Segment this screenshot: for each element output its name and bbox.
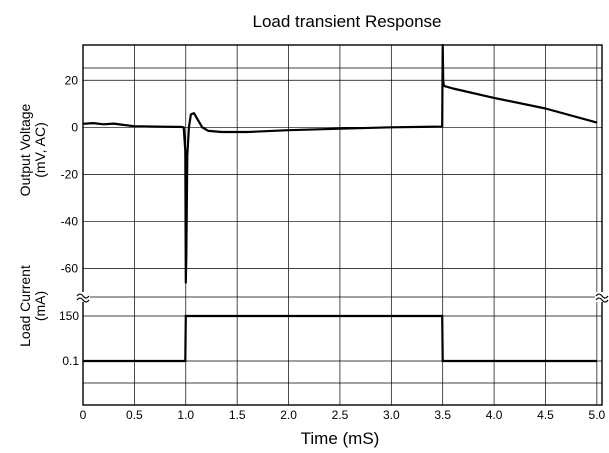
y-tick-label: 150 — [59, 309, 79, 323]
axis-break-mark — [595, 292, 609, 303]
x-tick-label: 4.0 — [486, 408, 503, 422]
x-tick-label: 0.5 — [126, 408, 143, 422]
y-tick-label: -20 — [61, 167, 79, 181]
y-axis-labels: Output Voltage(mV, AC) Load Current(mA) — [17, 103, 48, 346]
axis-break-mask — [76, 292, 90, 302]
current-axis-label-line: Load Current — [17, 265, 33, 347]
current-series-line — [83, 314, 597, 363]
x-tick-label: 5.0 — [589, 408, 606, 422]
axis-break-wave — [76, 293, 90, 299]
x-tick-label: 1.0 — [177, 408, 194, 422]
grid — [82, 45, 602, 405]
voltage-axis-label-line: (mV, AC) — [32, 122, 48, 178]
x-tick-label: 1.5 — [229, 408, 246, 422]
y-tick-label: -60 — [61, 261, 79, 275]
y-tick-label: 20 — [65, 73, 79, 87]
y-tick-label: 0.1 — [62, 354, 79, 368]
x-tick-label: 2.0 — [280, 408, 297, 422]
current-axis-label-line: (mA) — [32, 291, 48, 321]
x-axis-label: Time (mS) — [301, 429, 380, 448]
current-axis-label: Load Current(mA) — [17, 265, 48, 347]
x-tick-label: 3.0 — [383, 408, 400, 422]
voltage-axis-label-line: Output Voltage — [17, 103, 33, 196]
plot-frame — [82, 44, 603, 406]
axis-layer: 0 0.5 1.0 1.5 2.0 2.5 3.0 3.5 4.0 4.5 5.0 20 0 -20 -40… — [59, 44, 609, 422]
x-tick-label: 4.5 — [537, 408, 554, 422]
y-tick-label: -40 — [61, 214, 79, 228]
x-tick-label: 3.5 — [434, 408, 451, 422]
axis-break-wave — [595, 293, 609, 299]
y-tick-label: 0 — [71, 120, 78, 134]
x-tick-label: 2.5 — [332, 408, 349, 422]
series-layer — [82, 43, 598, 363]
axis-break-wave — [595, 297, 609, 303]
x-tick-label: 0 — [80, 408, 87, 422]
axis-break-mask — [595, 292, 609, 302]
axis-break-mark — [76, 292, 90, 303]
voltage-axis-label: Output Voltage(mV, AC) — [17, 103, 48, 196]
chart-title: Load transient Response — [252, 12, 441, 31]
voltage-series-line — [82, 43, 598, 284]
axis-break-wave — [76, 297, 90, 303]
